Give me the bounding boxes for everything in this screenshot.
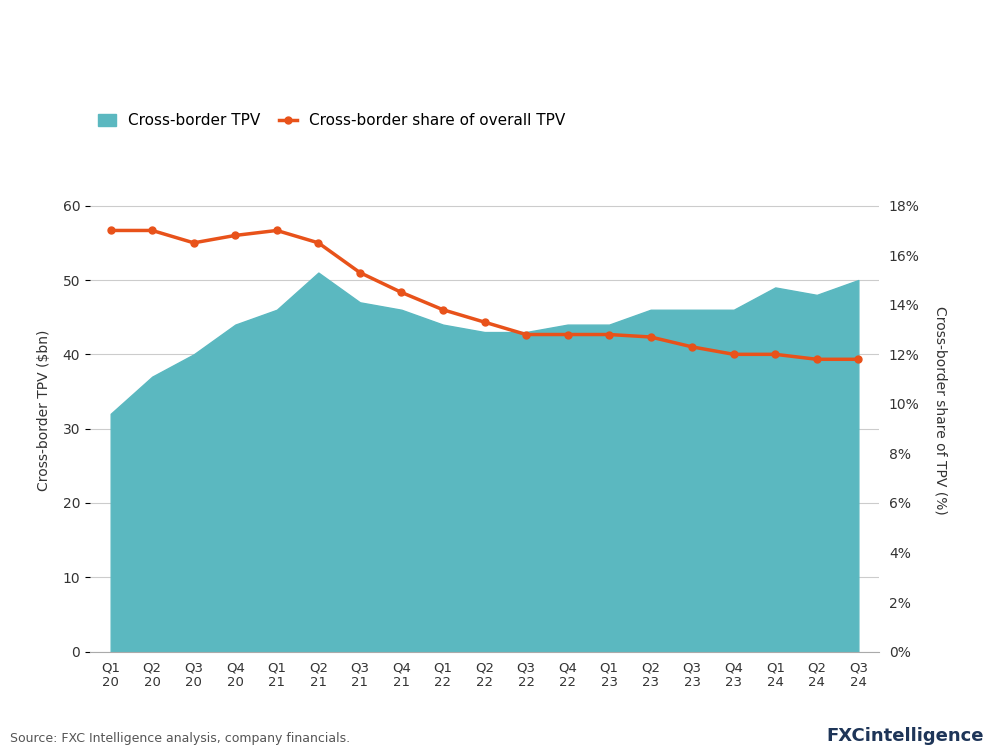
Text: PayPal cross-border volumes rise while share stabilises: PayPal cross-border volumes rise while s… [15,41,928,69]
Y-axis label: Cross-border TPV ($bn): Cross-border TPV ($bn) [37,330,52,491]
Text: FXCintelligence: FXCintelligence [826,727,984,745]
Legend: Cross-border TPV, Cross-border share of overall TPV: Cross-border TPV, Cross-border share of … [98,113,565,128]
Text: Source: FXC Intelligence analysis, company financials.: Source: FXC Intelligence analysis, compa… [10,733,350,745]
Y-axis label: Cross-border share of TPV (%): Cross-border share of TPV (%) [934,306,948,515]
Text: Quarterly cross-border total payment volume (TPV) and share of overall TPV: Quarterly cross-border total payment vol… [15,105,704,123]
